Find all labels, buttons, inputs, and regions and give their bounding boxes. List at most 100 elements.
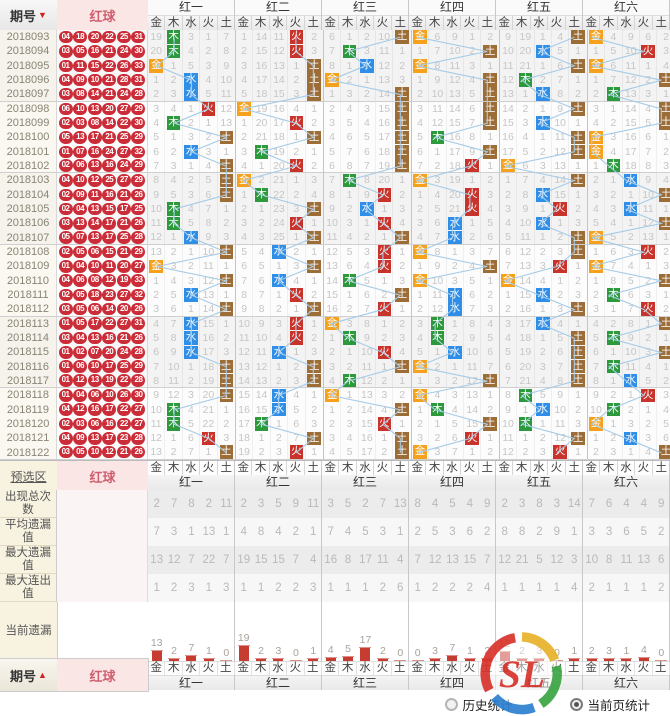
trend-cell: 木 [165,416,183,432]
trend-cell: 2 [429,431,447,446]
group-cells: 1 2 水 4 10 [148,72,236,88]
trend-cell: 1 [657,202,670,216]
miss-count: 2 [575,87,581,100]
miss-count: 1 [593,274,599,287]
footer-element-label: 火 [635,662,653,675]
miss-count: 5 [505,346,511,359]
footer-issue-header[interactable]: 期号 ▲ [0,658,58,692]
legend-item[interactable]: 历史统计 [445,695,512,714]
group-cells: 12 1 6 火 3 [148,431,236,446]
stat-value: 2 [240,498,247,510]
current-miss-underline [411,660,424,661]
radio-button-icon[interactable] [570,697,584,711]
stat-values: 7 3 1 13 1 4 8 4 2 1 7 4 5 3 1 2 5 3 6 2 8 8 2 9 1 3 3 6 5 2 [148,518,670,546]
current-miss-bar [621,659,632,661]
current-miss-bars: 12 2 3 0 1 [496,602,582,661]
trend-cell: 木 [429,402,447,417]
miss-count: 8 [153,374,160,387]
miss-count: 4 [557,31,564,44]
element-hit-cell: 木 [342,331,357,345]
miss-count: 7 [417,159,423,172]
red-ball: 04 [58,274,73,287]
trend-cell: 2 [376,445,394,459]
trend-cell: 14 [376,87,394,101]
miss-count: 7 [645,145,652,158]
element-hit-cell: 土 [571,331,585,345]
stat-value: 13 [202,526,216,538]
red-balls-cell: 06 10 13 20 27 29 [57,101,148,116]
group-cells: 9 12 3 20 土 [148,388,236,403]
element-hit-cell: 土 [219,373,233,388]
trend-cell: 15 [253,44,271,59]
current-miss-bar [238,646,249,661]
trend-cell: 11 [253,345,271,360]
trend-cell: 2 [393,59,410,73]
element-hit-cell: 火 [641,302,655,316]
trend-cell: 土 [481,102,498,116]
table-row: 2018097 03 08 14 21 24 28 2 3 水 5 11 5 18 15 3 土 1 3 2 14 土 2 1… [0,87,670,102]
legend-item[interactable]: 当前页统计 [570,695,650,714]
sort-desc-icon[interactable]: ▼ [38,10,47,20]
preselect-label[interactable]: 预选区 [0,460,58,492]
preselect-group-label: 红五 [496,475,583,490]
trend-cell: 1 [464,173,482,188]
red-ball: 28 [131,374,146,387]
miss-count: 2 [434,159,441,172]
current-miss-value: 1 [310,645,317,657]
element-hit-cell: 金 [413,59,427,73]
miss-count: 17 [255,74,268,87]
red-balls-cell: 01 04 06 10 26 30 [57,388,148,403]
miss-count: 1 [610,374,617,387]
issue-column-header[interactable]: 期号 ▼ [0,0,58,31]
group-cells: 15 14 水 4 1 [236,388,324,403]
group-cells: 7 13 3 火 1 [500,259,588,274]
miss-count: 1 [293,231,300,244]
sort-asc-icon[interactable]: ▲ [38,670,47,680]
miss-count: 10 [167,360,180,373]
stat-value: 13 [446,554,459,566]
group-cells: 6 8 7 19 土 [324,158,412,173]
trend-cell: 5 [605,230,623,244]
red-ball: 05 [73,45,88,58]
red-balls-cell: 01 12 13 19 22 28 [57,373,148,388]
trend-cell: 土 [657,445,670,459]
element-hit-cell: 木 [606,402,621,417]
trend-cell: 1 [183,359,201,374]
miss-count: 4 [241,231,248,244]
radio-button-icon[interactable] [445,697,459,711]
miss-count: 12 [150,231,163,244]
trend-cell: 1 [640,58,658,73]
miss-count: 7 [153,360,160,373]
miss-count: 9 [451,31,458,44]
trend-cell: 3 [393,274,410,288]
current-miss-value: 1 [623,645,630,657]
trend-cell: 金 [412,58,430,73]
element-hit-cell: 金 [237,173,251,188]
group-cells: 1 3 2 12 土 [412,373,500,388]
miss-count: 7 [363,302,370,315]
trend-cell: 6 [552,58,570,73]
red-ball: 06 [73,360,88,373]
miss-count: 5 [557,45,564,58]
trend-cell: 1 [288,230,306,244]
stat-value: 8 [501,526,508,538]
trend-cell: 17 [376,130,394,145]
issue-number: 2018106 [0,216,57,231]
trend-cell: 水 [183,87,201,101]
trend-cell: 3 [306,44,323,58]
miss-count: 1 [663,203,669,216]
trend-cell: 土 [393,130,410,145]
trend-cell: 3 [165,158,183,173]
issue-number: 2018121 [0,431,57,446]
current-miss-value: 0 [397,647,404,659]
miss-count: 19 [378,159,391,172]
miss-count: 4 [293,102,300,115]
group-cells: 1 4 3 12 土 [148,273,236,288]
miss-count: 19 [273,145,285,158]
trend-cell: 2 [236,44,254,59]
miss-count: 19 [238,446,250,459]
miss-count: 6 [505,246,511,259]
miss-count: 3 [311,174,318,187]
group-cells: 7 21 4 8 土 [500,373,588,388]
